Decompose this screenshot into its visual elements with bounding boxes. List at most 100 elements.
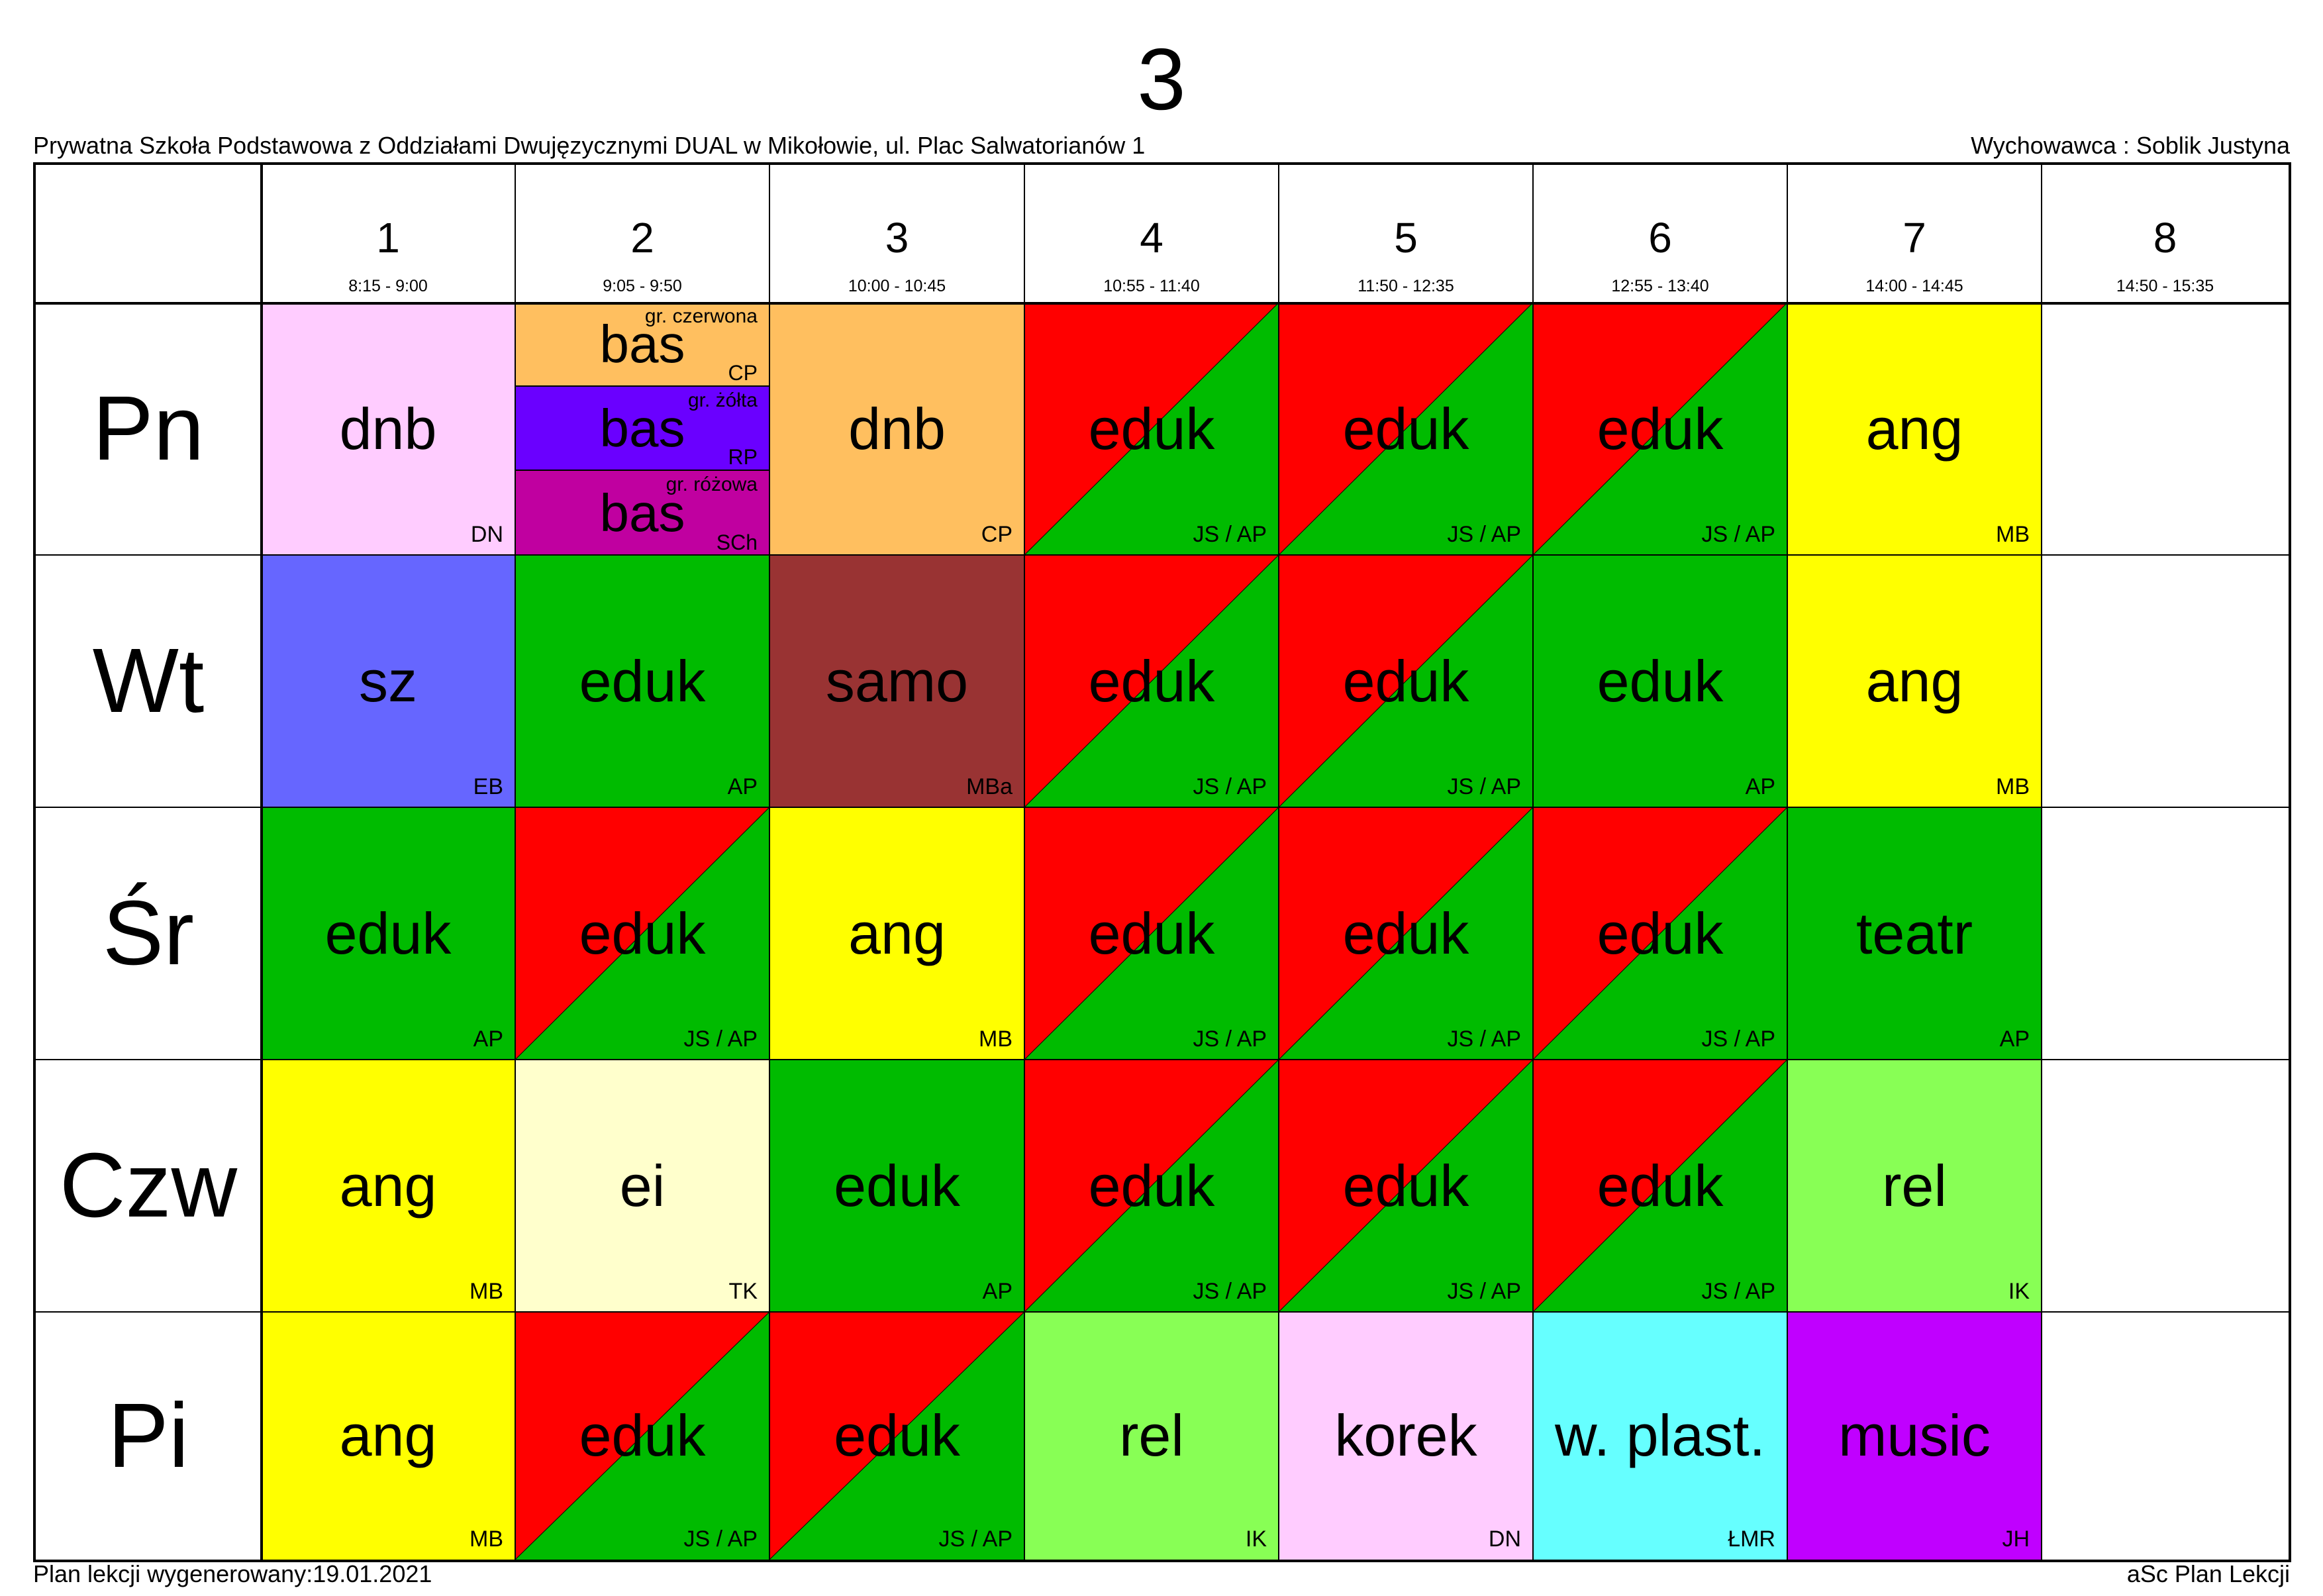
lesson-cell[interactable]: eduk JS / AP (1279, 807, 1533, 1060)
grid-line-horizontal (36, 1059, 2289, 1060)
group-lesson[interactable]: bas gr. czerwona CP (515, 303, 769, 387)
lesson-cell[interactable]: dnb DN (261, 303, 515, 555)
lesson-cell[interactable]: bas gr. czerwona CP bas gr. żółta RP bas gr. ró… (515, 303, 769, 555)
period-number: 1 (376, 214, 400, 262)
lesson-cell[interactable]: eduk JS / AP (1533, 1060, 1787, 1312)
lesson-cell[interactable]: eduk JS / AP (1024, 1060, 1279, 1312)
school-name: Prywatna Szkoła Podstawowa z Oddziałami … (33, 132, 1146, 159)
lesson-cell[interactable]: eduk JS / AP (515, 1312, 769, 1560)
day-label: Pi (107, 1384, 189, 1487)
teacher-code: DN (1488, 1526, 1521, 1552)
lesson-cell[interactable]: eduk JS / AP (1279, 303, 1533, 555)
subject-name: ang (1865, 648, 1963, 714)
lesson-cell[interactable]: ang MB (261, 1060, 515, 1312)
subject-name: eduk (1088, 900, 1215, 966)
teacher-code: JS / AP (1447, 1026, 1522, 1052)
class-title: 3 (1137, 30, 1186, 128)
teacher-code: JS / AP (1193, 522, 1267, 547)
generated-date: Plan lekcji wygenerowany:19.01.2021 (33, 1560, 432, 1587)
grid-line-horizontal (36, 554, 2289, 556)
teacher-code: CP (728, 361, 758, 385)
subject-name: eduk (1342, 648, 1469, 714)
group-name: gr. czerwona (644, 305, 758, 327)
lesson-cell[interactable]: eduk JS / AP (1279, 555, 1533, 807)
teacher-code: MB (470, 1526, 503, 1552)
period-header: 3 10:00 - 10:45 (769, 165, 1024, 303)
lesson-cell[interactable]: eduk AP (769, 1060, 1024, 1312)
lesson-cell[interactable]: eduk JS / AP (1279, 1060, 1533, 1312)
teacher-code: MB (470, 1279, 503, 1304)
subject-name: eduk (834, 1403, 960, 1468)
lesson-cell[interactable]: ei TK (515, 1060, 769, 1312)
lesson-cell[interactable]: korek DN (1279, 1312, 1533, 1560)
period-time: 14:00 - 14:45 (1865, 277, 1963, 295)
subject-name: eduk (1597, 1152, 1724, 1219)
period-time: 9:05 - 9:50 (603, 277, 682, 295)
period-number: 2 (630, 214, 654, 262)
lesson-cell[interactable]: music JH (1787, 1312, 2042, 1560)
period-header: 5 11:50 - 12:35 (1279, 165, 1533, 303)
teacher-code: JS / AP (683, 1026, 758, 1052)
lesson-cell[interactable]: teatr AP (1787, 807, 2042, 1060)
subject-name: eduk (1088, 1152, 1215, 1219)
period-number: 6 (1648, 214, 1672, 262)
subject-name: samo (825, 648, 969, 714)
subject-name: dnb (848, 395, 946, 462)
subject-name: eduk (834, 1152, 960, 1219)
teacher-code: AP (727, 774, 758, 799)
grid-line-vertical (2041, 165, 2042, 1560)
teacher-code: JS / AP (1701, 1026, 1776, 1052)
lesson-cell[interactable]: eduk JS / AP (1533, 303, 1787, 555)
lesson-cell[interactable]: eduk JS / AP (1024, 555, 1279, 807)
teacher-code: JS / AP (1701, 1279, 1776, 1304)
lesson-cell[interactable]: eduk JS / AP (1533, 807, 1787, 1060)
lesson-cell[interactable]: eduk JS / AP (1024, 303, 1279, 555)
subject-name: eduk (1088, 395, 1215, 462)
homeroom-teacher: Wychowawca : Soblik Justyna (1971, 132, 2290, 159)
lesson-cell[interactable]: sz EB (261, 555, 515, 807)
period-header: 8 14:50 - 15:35 (2042, 165, 2289, 303)
teacher-code: MB (1996, 522, 2030, 547)
lesson-cell[interactable]: eduk JS / AP (769, 1312, 1024, 1560)
software-brand: aSc Plan Lekcji (2126, 1560, 2290, 1587)
subject-name: dnb (339, 395, 437, 462)
subject-name: eduk (324, 900, 452, 966)
teacher-code: EB (473, 774, 503, 799)
lesson-cell[interactable]: ang MB (261, 1312, 515, 1560)
teacher-code: JS / AP (938, 1526, 1013, 1552)
teacher-code: MBa (966, 774, 1013, 799)
lesson-cell[interactable]: eduk AP (1533, 555, 1787, 807)
day-label: Śr (103, 882, 194, 984)
teacher-code: ŁMR (1728, 1526, 1775, 1552)
subject-name: eduk (1597, 900, 1724, 966)
teacher-code: JS / AP (1193, 774, 1267, 799)
teacher-code: JS / AP (1701, 522, 1776, 547)
lesson-cell[interactable]: rel IK (1024, 1312, 1279, 1560)
teacher-code: AP (982, 1279, 1013, 1304)
group-lesson[interactable]: bas gr. różowa SCh (515, 471, 769, 555)
period-number: 4 (1140, 214, 1163, 262)
subject-name: music (1838, 1403, 1991, 1468)
lesson-cell[interactable]: ang MB (1787, 303, 2042, 555)
lesson-cell[interactable]: rel IK (1787, 1060, 2042, 1312)
subject-name: bas (599, 483, 685, 542)
lesson-cell[interactable]: dnb CP (769, 303, 1024, 555)
lesson-cell[interactable]: eduk JS / AP (515, 807, 769, 1060)
lesson-cell[interactable]: ang MB (769, 807, 1024, 1060)
lesson-cell[interactable]: ang MB (1787, 555, 2042, 807)
grid-line-vertical (515, 165, 516, 1560)
lesson-cell[interactable]: eduk JS / AP (1024, 807, 1279, 1060)
group-lesson[interactable]: bas gr. żółta RP (515, 387, 769, 471)
period-time: 10:00 - 10:45 (848, 277, 946, 295)
day-label: Wt (92, 630, 205, 732)
period-header: 7 14:00 - 14:45 (1787, 165, 2042, 303)
lesson-cell[interactable]: samo MBa (769, 555, 1024, 807)
timetable-grid: 1 8:15 - 9:00 2 9:05 - 9:50 3 10:00 - 10:45 4 1… (33, 162, 2291, 1562)
lesson-cell[interactable]: eduk AP (261, 807, 515, 1060)
lesson-cell[interactable]: w. plast. ŁMR (1533, 1312, 1787, 1560)
grid-line-horizontal (36, 302, 2289, 305)
lesson-cell[interactable]: eduk AP (515, 555, 769, 807)
subject-name: eduk (579, 1403, 706, 1468)
teacher-code: AP (1999, 1026, 2030, 1052)
subject-name: bas (599, 314, 685, 374)
